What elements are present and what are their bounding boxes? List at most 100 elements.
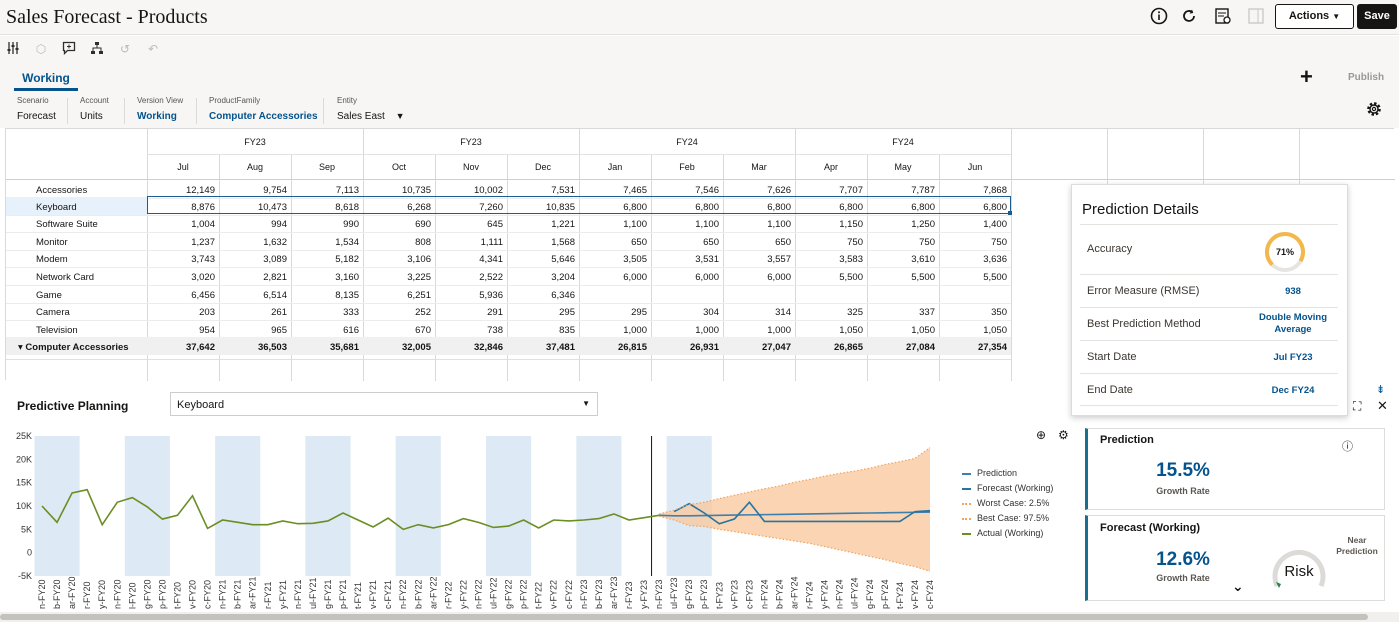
- grid-cell[interactable]: 1,004: [191, 219, 215, 230]
- grid-cell[interactable]: 3,557: [767, 254, 791, 265]
- grid-cell[interactable]: 27,084: [905, 342, 935, 353]
- grid-cell[interactable]: 1,000: [623, 325, 647, 336]
- grid-cell[interactable]: 10,002: [473, 185, 503, 196]
- pov-product-family[interactable]: ProductFamily Computer Accessories: [209, 96, 318, 122]
- collapse-icon[interactable]: ⇟: [1376, 384, 1386, 396]
- horizontal-scrollbar[interactable]: [0, 612, 1399, 622]
- add-icon[interactable]: +: [1300, 64, 1313, 89]
- grid-cell[interactable]: 7,868: [983, 185, 1007, 196]
- grid-row-label[interactable]: Monitor: [36, 237, 68, 248]
- grid-cell[interactable]: 6,514: [263, 290, 287, 301]
- grid-cell[interactable]: 690: [415, 219, 431, 230]
- grid-cell[interactable]: 1,050: [911, 325, 935, 336]
- grid-cell[interactable]: 7,260: [479, 202, 503, 213]
- grid-cell[interactable]: 738: [487, 325, 503, 336]
- pov-scenario[interactable]: Scenario Forecast: [17, 96, 56, 122]
- grid-cell[interactable]: 7,465: [623, 185, 647, 196]
- grid-row-label[interactable]: ▾ Computer Accessories: [18, 342, 129, 353]
- grid-cell[interactable]: 295: [631, 307, 647, 318]
- grid-cell[interactable]: 7,113: [335, 185, 359, 196]
- grid-row-label[interactable]: Modem: [36, 254, 68, 265]
- caret-down-icon[interactable]: ▼: [395, 111, 405, 121]
- grid-cell[interactable]: 350: [991, 307, 1007, 318]
- grid-cell[interactable]: 8,876: [191, 202, 215, 213]
- grid-cell[interactable]: 616: [343, 325, 359, 336]
- grid-cell[interactable]: 670: [415, 325, 431, 336]
- grid-cell[interactable]: 3,636: [983, 254, 1007, 265]
- grid-cell[interactable]: 7,707: [839, 185, 863, 196]
- grid-cell[interactable]: 291: [487, 307, 503, 318]
- legend-item[interactable]: Best Case: 97.5%: [962, 513, 1049, 523]
- grid-cell[interactable]: 7,626: [767, 185, 791, 196]
- grid-cell[interactable]: 9,754: [263, 185, 287, 196]
- grid-cell[interactable]: 261: [271, 307, 287, 318]
- grid-cell[interactable]: 314: [775, 307, 791, 318]
- cube-icon[interactable]: ⬡: [35, 42, 47, 56]
- grid-cell[interactable]: 6,000: [695, 272, 719, 283]
- grid-cell[interactable]: 3,531: [695, 254, 719, 265]
- grid-cell[interactable]: 6,800: [983, 202, 1007, 213]
- tab-working[interactable]: Working: [14, 71, 78, 91]
- grid-cell[interactable]: 1,400: [983, 219, 1007, 230]
- grid-cell[interactable]: 35,681: [329, 342, 359, 353]
- grid-row-label[interactable]: Game: [36, 290, 62, 301]
- fill-handle[interactable]: [1008, 211, 1012, 215]
- grid-row-label[interactable]: Accessories: [36, 185, 88, 196]
- publish-button[interactable]: Publish: [1347, 72, 1385, 83]
- grid-cell[interactable]: 1,568: [551, 237, 575, 248]
- grid-cell[interactable]: 650: [631, 237, 647, 248]
- grid-cell[interactable]: 5,500: [983, 272, 1007, 283]
- undo-icon[interactable]: ↺: [119, 42, 131, 56]
- grid-cell[interactable]: 3,505: [623, 254, 647, 265]
- grid-cell[interactable]: 6,251: [407, 290, 431, 301]
- grid-cell[interactable]: 1,632: [263, 237, 287, 248]
- grid-cell[interactable]: 1,250: [911, 219, 935, 230]
- grid-cell[interactable]: 203: [199, 307, 215, 318]
- grid-cell[interactable]: 645: [487, 219, 503, 230]
- grid-cell[interactable]: 27,354: [977, 342, 1007, 353]
- grid-cell[interactable]: 1,050: [839, 325, 863, 336]
- grid-cell[interactable]: 37,642: [185, 342, 215, 353]
- grid-cell[interactable]: 2,522: [479, 272, 503, 283]
- grid-cell[interactable]: 965: [271, 325, 287, 336]
- grid-cell[interactable]: 1,534: [335, 237, 359, 248]
- grid-cell[interactable]: 7,787: [911, 185, 935, 196]
- grid-row-label[interactable]: Network Card: [36, 272, 95, 283]
- grid-cell[interactable]: 994: [271, 219, 287, 230]
- grid-cell[interactable]: 1,111: [480, 237, 503, 248]
- info-icon[interactable]: ⓘ: [1342, 441, 1353, 453]
- settings-gear-icon[interactable]: [1365, 100, 1383, 123]
- grid-cell[interactable]: 835: [559, 325, 575, 336]
- grid-cell[interactable]: 1,237: [191, 237, 215, 248]
- grid-cell[interactable]: 7,546: [695, 185, 719, 196]
- actions-button[interactable]: Actions ▼: [1275, 4, 1354, 29]
- grid-cell[interactable]: 8,135: [335, 290, 359, 301]
- grid-cell[interactable]: 6,800: [767, 202, 791, 213]
- grid-cell[interactable]: 10,735: [401, 185, 431, 196]
- grid-cell[interactable]: 5,646: [551, 254, 575, 265]
- grid-cell[interactable]: 37,481: [545, 342, 575, 353]
- panel-toggle-icon[interactable]: [1246, 7, 1266, 27]
- grid-cell[interactable]: 3,743: [191, 254, 215, 265]
- grid-cell[interactable]: 3,204: [551, 272, 575, 283]
- grid-cell[interactable]: 10,473: [257, 202, 287, 213]
- grid-cell[interactable]: 6,800: [911, 202, 935, 213]
- grid-cell[interactable]: 650: [775, 237, 791, 248]
- grid-cell[interactable]: 333: [343, 307, 359, 318]
- grid-cell[interactable]: 750: [847, 237, 863, 248]
- grid-cell[interactable]: 8,618: [335, 202, 359, 213]
- grid-cell[interactable]: 750: [991, 237, 1007, 248]
- grid-cell[interactable]: 26,865: [833, 342, 863, 353]
- grid-cell[interactable]: 6,800: [623, 202, 647, 213]
- grid-cell[interactable]: 3,089: [263, 254, 287, 265]
- grid-cell[interactable]: 3,106: [407, 254, 431, 265]
- comment-icon[interactable]: [61, 41, 77, 57]
- grid-cell[interactable]: 1,100: [623, 219, 647, 230]
- grid-cell[interactable]: 304: [703, 307, 719, 318]
- grid-cell[interactable]: 1,150: [839, 219, 863, 230]
- grid-cell[interactable]: 36,503: [257, 342, 287, 353]
- grid-cell[interactable]: 954: [199, 325, 215, 336]
- legend-item[interactable]: Forecast (Working): [962, 483, 1053, 493]
- grid-cell[interactable]: 10,835: [545, 202, 575, 213]
- legend-item[interactable]: Prediction: [962, 468, 1017, 478]
